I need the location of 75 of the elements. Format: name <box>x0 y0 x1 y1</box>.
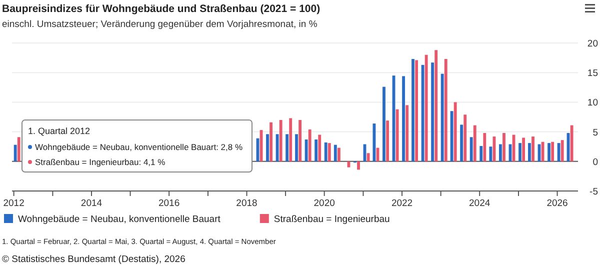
bar <box>266 134 269 162</box>
bar <box>548 143 550 162</box>
x-tick-label: 2012 <box>3 198 24 209</box>
bar <box>557 143 560 162</box>
bar <box>366 153 370 162</box>
y-tick-label: 10 <box>587 98 598 109</box>
bar <box>372 124 376 162</box>
text: © Statistisches Bundesamt (Destatis), 2026 <box>2 254 186 265</box>
chart-subtitle: einschl. Umsatzsteuer; Veränderung gegenüber dem Vorjahresmonat, in % <box>2 19 318 30</box>
bar <box>440 74 444 162</box>
bar <box>560 140 564 162</box>
bar <box>314 139 318 162</box>
bar <box>276 134 279 162</box>
bar <box>464 114 467 162</box>
bar <box>14 144 17 162</box>
y-tick-label: 15 <box>587 68 598 80</box>
bar <box>270 122 273 162</box>
bar <box>406 105 409 162</box>
bar <box>324 142 328 162</box>
bar <box>286 134 289 162</box>
bar <box>415 60 418 162</box>
bar <box>382 86 386 162</box>
x-tick-label: 2016 <box>158 198 180 209</box>
bar <box>431 62 434 162</box>
bar <box>17 137 20 162</box>
bar <box>318 134 322 162</box>
bar <box>289 118 292 162</box>
y-tick-label: 20 <box>587 38 598 50</box>
bar <box>480 146 483 162</box>
bar <box>518 143 522 162</box>
bar <box>396 109 399 162</box>
bar <box>337 148 340 162</box>
annotation: Straßenbau = Ingenieurbau: 4,1 % <box>35 157 166 167</box>
bar <box>412 58 414 162</box>
bar <box>308 129 312 162</box>
bar <box>502 132 506 162</box>
bar <box>304 139 308 162</box>
bar <box>473 125 476 162</box>
bar <box>444 58 448 162</box>
bar <box>489 146 492 162</box>
bar <box>295 134 298 162</box>
x-tick-label: 2026 <box>546 198 568 209</box>
bar <box>454 102 457 162</box>
bar <box>470 137 473 162</box>
bar <box>328 143 331 162</box>
legend-label: Straßenbau = Ingenieurbau <box>274 214 390 225</box>
bar <box>460 124 464 162</box>
bar <box>402 76 406 162</box>
bar <box>434 50 438 162</box>
bar <box>424 54 428 162</box>
x-tick-label: 2024 <box>469 198 490 209</box>
bar <box>450 111 454 162</box>
bar <box>483 132 486 162</box>
bar <box>498 144 502 162</box>
y-tick-label: 0 <box>592 156 598 168</box>
bar <box>532 136 534 162</box>
bar <box>298 120 302 162</box>
x-tick-label: 2020 <box>314 198 335 209</box>
annotation: Wohngebäude = Neubau, konventionelle Bauart: 2,8 % <box>35 142 243 152</box>
bar <box>570 125 574 162</box>
x-tick-label: 2018 <box>236 198 258 209</box>
x-tick-label: 2014 <box>80 198 102 209</box>
bar <box>528 143 531 162</box>
x-tick-label: 2022 <box>391 198 413 209</box>
y-tick-label: -5 <box>590 186 598 198</box>
bar <box>357 161 360 170</box>
bar <box>334 144 337 162</box>
chart-title: Baupreisindizes für Wohngebäude und Straßenbau (2021 = 100) <box>2 3 320 15</box>
bar <box>279 120 282 162</box>
legend-label: Wohngebäude = Neubau, konventionelle Bauart <box>18 214 221 225</box>
annotation: 1. Quartal 2012 <box>28 126 90 136</box>
bar <box>522 138 526 162</box>
bar <box>551 142 554 162</box>
y-tick-label: 5 <box>592 127 598 138</box>
bar <box>386 120 389 162</box>
